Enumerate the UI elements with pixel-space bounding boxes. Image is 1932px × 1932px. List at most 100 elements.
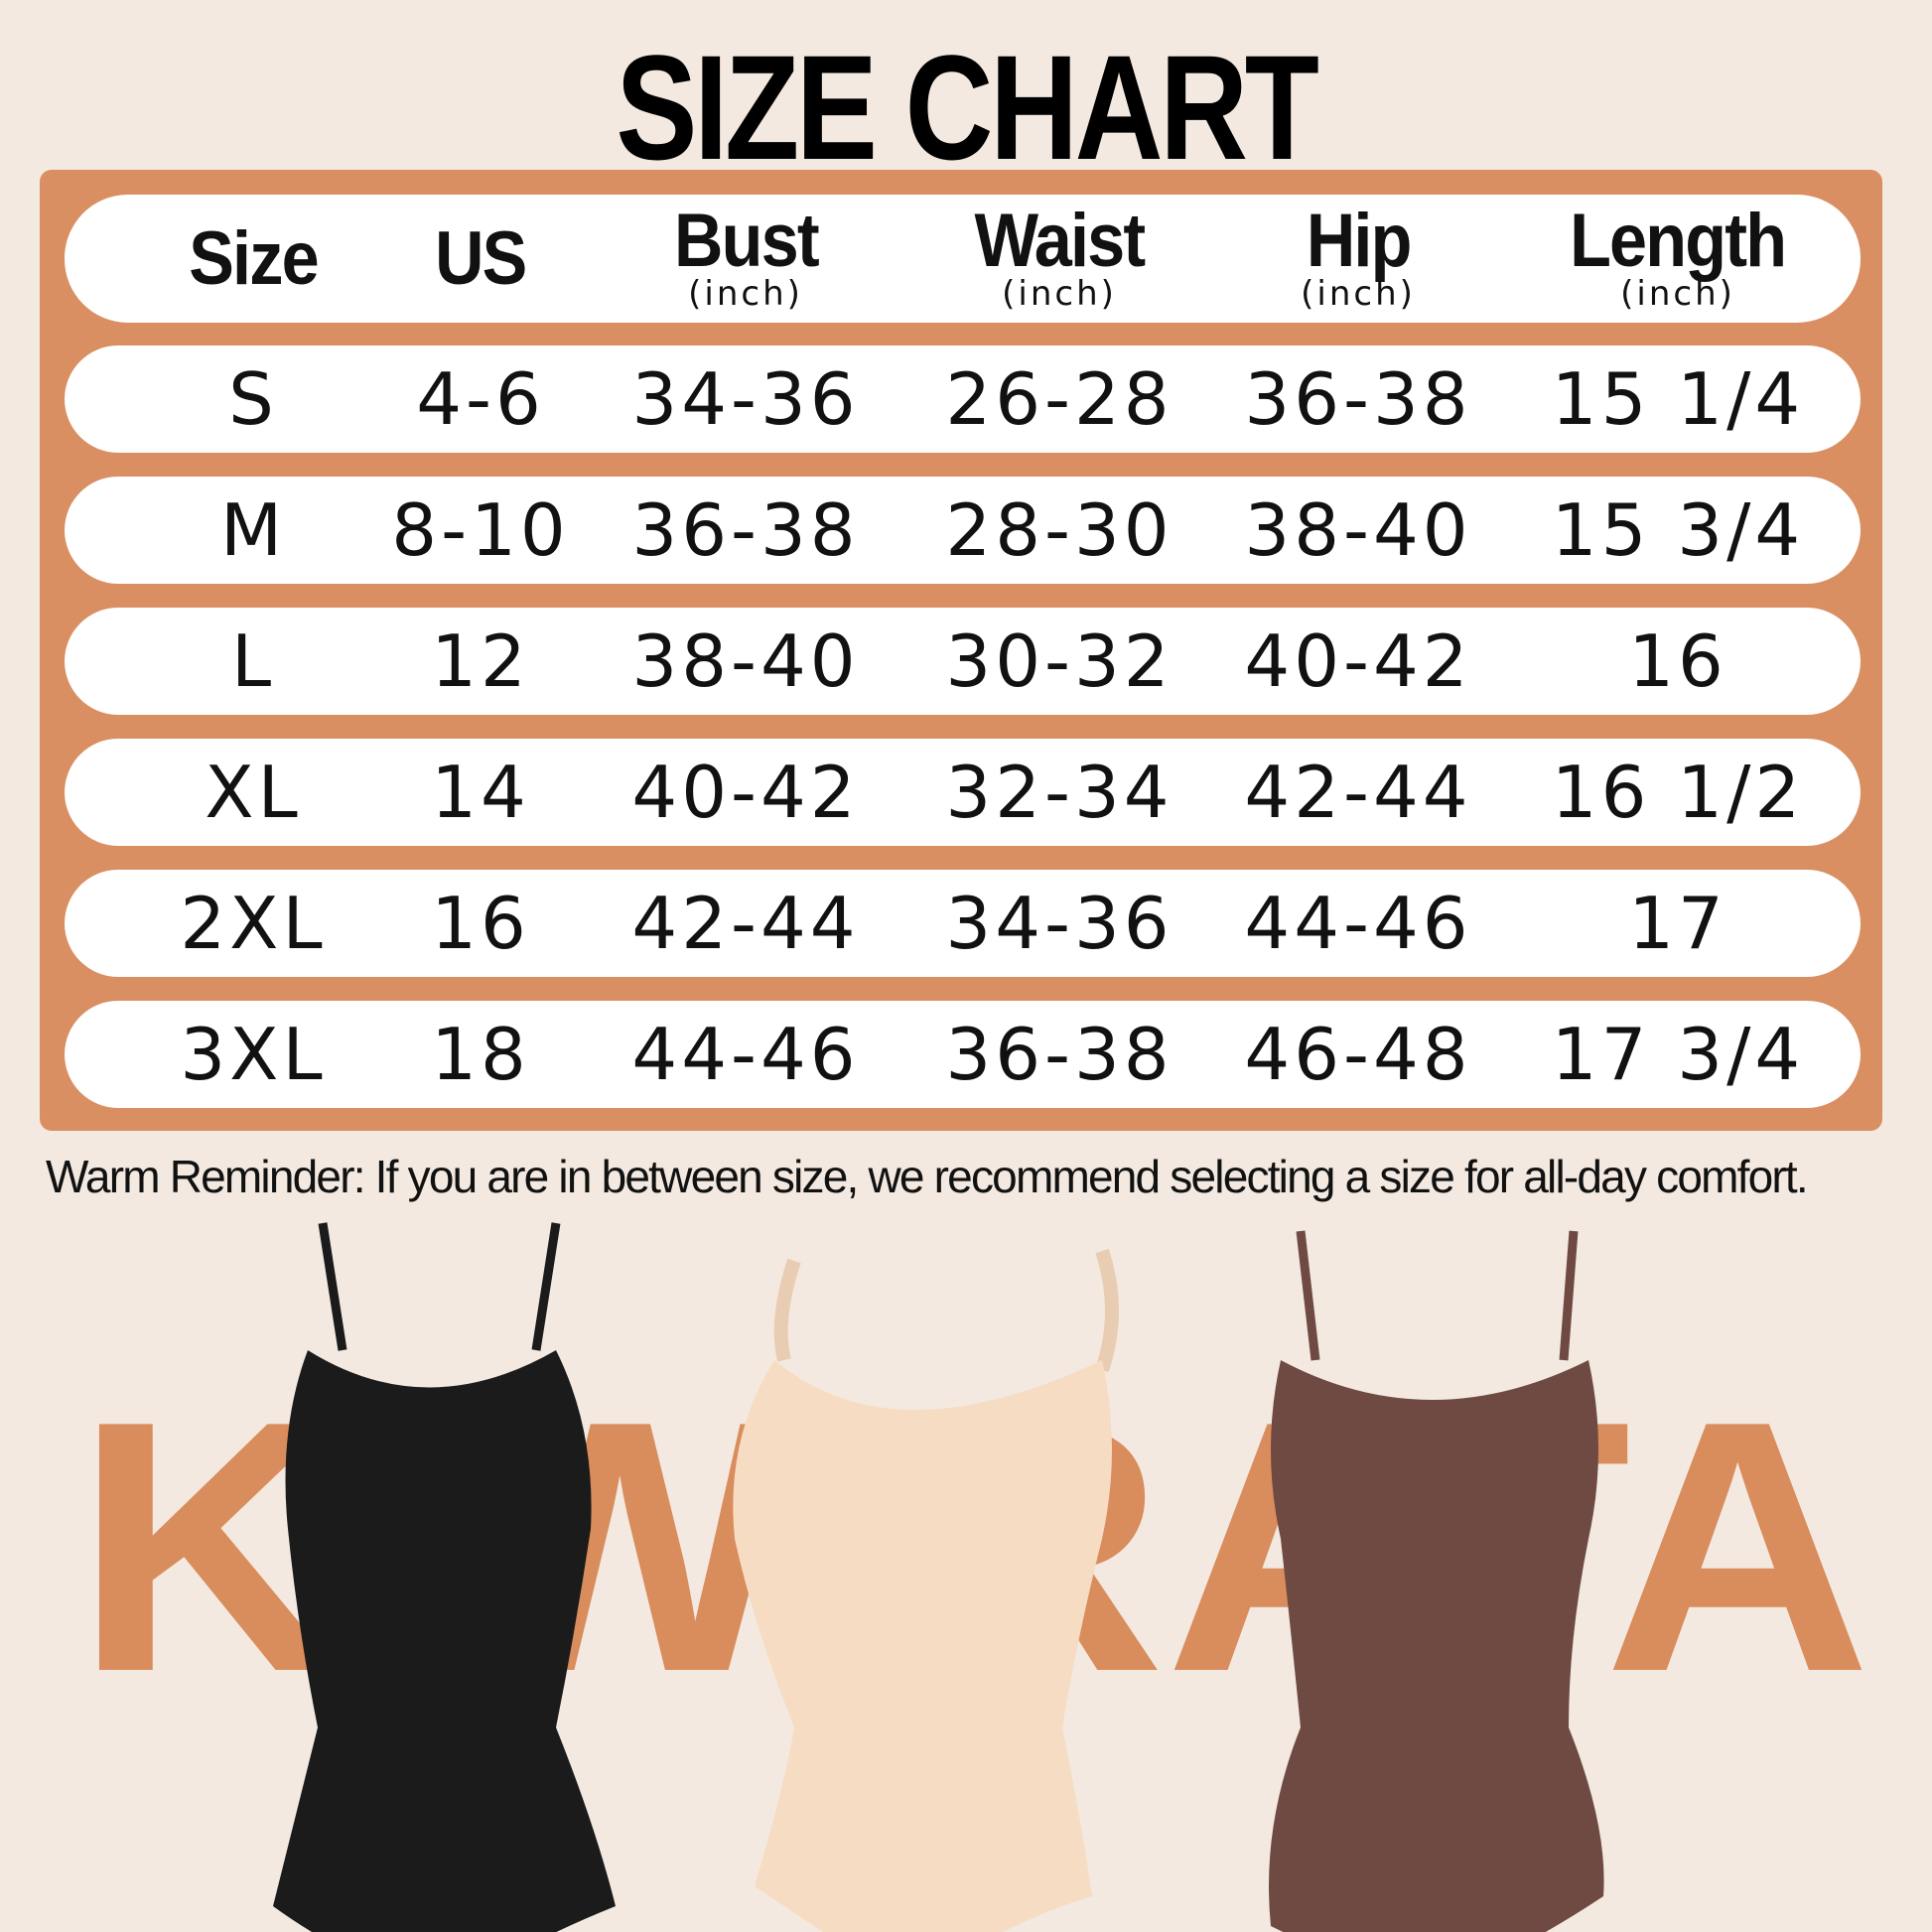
- table-cell: 16 1/2: [1529, 739, 1827, 846]
- cell-value: 2XL: [180, 882, 327, 965]
- cell-value: 16 1/2: [1551, 751, 1805, 834]
- table-cell: XL: [104, 739, 402, 846]
- cell-value: 40-42: [1244, 620, 1472, 703]
- table-cell: 44-46: [597, 1001, 895, 1108]
- cell-value: 17: [1628, 882, 1727, 965]
- cell-value: 44-46: [631, 1013, 860, 1096]
- cell-value: 8-10: [391, 488, 570, 572]
- cell-value: 36-38: [631, 488, 860, 572]
- cell-value: 12: [431, 620, 530, 703]
- column-header-hip: Hip (inch): [1209, 195, 1507, 323]
- cell-value: XL: [205, 751, 302, 834]
- column-header-bust: Bust (inch): [597, 195, 895, 323]
- cell-value: 3XL: [180, 1013, 327, 1096]
- cell-value: 46-48: [1244, 1013, 1472, 1096]
- table-row: 3XL 18 44-46 36-38 46-48 17 3/4: [65, 1001, 1861, 1108]
- header-label: Bust: [673, 198, 820, 283]
- warm-reminder: Warm Reminder: If you are in between siz…: [46, 1151, 1809, 1202]
- black-bodysuit-image: [273, 1222, 616, 1932]
- cell-value: 15 3/4: [1551, 488, 1805, 572]
- header-unit: (inch): [1002, 273, 1117, 314]
- cell-value: 42-44: [1244, 751, 1472, 834]
- table-cell: S: [104, 345, 402, 453]
- table-row: L 12 38-40 30-32 40-42 16: [65, 608, 1861, 715]
- table-cell: 8-10: [332, 477, 629, 584]
- table-cell: M: [104, 477, 402, 584]
- brown-bodysuit-image: [1269, 1230, 1604, 1932]
- cell-value: 40-42: [631, 751, 860, 834]
- cell-value: 28-30: [945, 488, 1173, 572]
- table-cell: 15 3/4: [1529, 477, 1827, 584]
- cell-value: 17 3/4: [1551, 1013, 1805, 1096]
- cell-value: L: [230, 620, 276, 703]
- table-cell: 26-28: [910, 345, 1208, 453]
- table-cell: 40-42: [597, 739, 895, 846]
- table-cell: 38-40: [597, 608, 895, 715]
- table-cell: 38-40: [1209, 477, 1507, 584]
- table-cell: 36-38: [910, 1001, 1208, 1108]
- cell-value: S: [228, 357, 278, 441]
- cell-value: 34-36: [945, 882, 1173, 965]
- table-row: M 8-10 36-38 28-30 38-40 15 3/4: [65, 477, 1861, 584]
- cell-value: 16: [431, 882, 530, 965]
- size-table: Size US Bust (inch) Waist (inch) Hip (inch) Leng…: [40, 170, 1882, 1131]
- cell-value: 34-36: [631, 357, 860, 441]
- table-cell: 15 1/4: [1529, 345, 1827, 453]
- cell-value: 38-40: [1244, 488, 1472, 572]
- cell-value: 30-32: [945, 620, 1173, 703]
- column-header-size: Size: [104, 195, 402, 323]
- table-cell: 28-30: [910, 477, 1208, 584]
- table-cell: 3XL: [104, 1001, 402, 1108]
- table-header-row: Size US Bust (inch) Waist (inch) Hip (inch) Leng…: [65, 195, 1861, 323]
- header-label: Hip: [1306, 198, 1413, 283]
- table-cell: 34-36: [597, 345, 895, 453]
- table-row: 2XL 16 42-44 34-36 44-46 17: [65, 870, 1861, 977]
- column-header-us: US: [332, 195, 629, 323]
- table-cell: 12: [332, 608, 629, 715]
- header-unit: (inch): [1301, 273, 1416, 314]
- header-unit: (inch): [1620, 273, 1735, 314]
- table-cell: 34-36: [910, 870, 1208, 977]
- header-unit: (inch): [688, 273, 803, 314]
- cell-value: 4-6: [416, 357, 545, 441]
- table-cell: 42-44: [597, 870, 895, 977]
- cell-value: 42-44: [631, 882, 860, 965]
- nude-bodysuit-image: [733, 1248, 1119, 1932]
- cell-value: M: [219, 488, 287, 572]
- cell-value: 36-38: [1244, 357, 1472, 441]
- cell-value: 44-46: [1244, 882, 1472, 965]
- cell-value: 32-34: [945, 751, 1173, 834]
- table-cell: 46-48: [1209, 1001, 1507, 1108]
- page-title: SIZE CHART: [616, 24, 1318, 191]
- table-row: S 4-6 34-36 26-28 36-38 15 1/4: [65, 345, 1861, 453]
- table-cell: 42-44: [1209, 739, 1507, 846]
- cell-value: 18: [431, 1013, 530, 1096]
- table-cell: 4-6: [332, 345, 629, 453]
- table-cell: 18: [332, 1001, 629, 1108]
- table-cell: 2XL: [104, 870, 402, 977]
- header-label: Waist: [974, 198, 1147, 283]
- header-label: Length: [1570, 198, 1787, 283]
- header-label: Size: [189, 215, 319, 301]
- cell-value: 26-28: [945, 357, 1173, 441]
- table-cell: 16: [332, 870, 629, 977]
- table-row: XL 14 40-42 32-34 42-44 16 1/2: [65, 739, 1861, 846]
- table-cell: L: [104, 608, 402, 715]
- table-cell: 14: [332, 739, 629, 846]
- cell-value: 16: [1628, 620, 1727, 703]
- table-cell: 17 3/4: [1529, 1001, 1827, 1108]
- table-cell: 44-46: [1209, 870, 1507, 977]
- cell-value: 36-38: [945, 1013, 1173, 1096]
- cell-value: 14: [431, 751, 530, 834]
- cell-value: 38-40: [631, 620, 860, 703]
- table-cell: 16: [1529, 608, 1827, 715]
- table-cell: 32-34: [910, 739, 1208, 846]
- table-cell: 17: [1529, 870, 1827, 977]
- column-header-length: Length (inch): [1529, 195, 1827, 323]
- product-showcase: KIWIRATA: [74, 1222, 1871, 1932]
- table-cell: 36-38: [597, 477, 895, 584]
- table-cell: 30-32: [910, 608, 1208, 715]
- table-cell: 36-38: [1209, 345, 1507, 453]
- header-label: US: [435, 215, 527, 301]
- cell-value: 15 1/4: [1551, 357, 1805, 441]
